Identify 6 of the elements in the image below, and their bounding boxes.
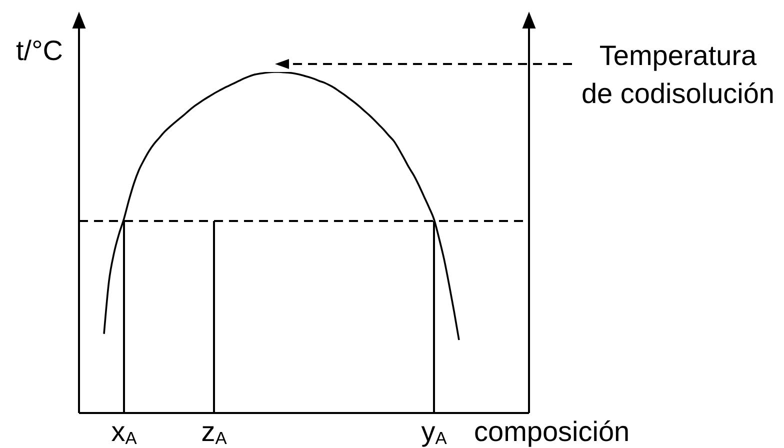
x-tick-label: x$_{A}$ (111, 416, 138, 448)
x-tick-label: z$_{A}$ (201, 416, 228, 448)
x-tick-label: y$_{A}$ (421, 416, 448, 448)
x-axis-title: composición (474, 416, 630, 447)
text: Temperatura de codisolución (581, 40, 775, 109)
y-axis-title: t/°C (16, 35, 63, 66)
